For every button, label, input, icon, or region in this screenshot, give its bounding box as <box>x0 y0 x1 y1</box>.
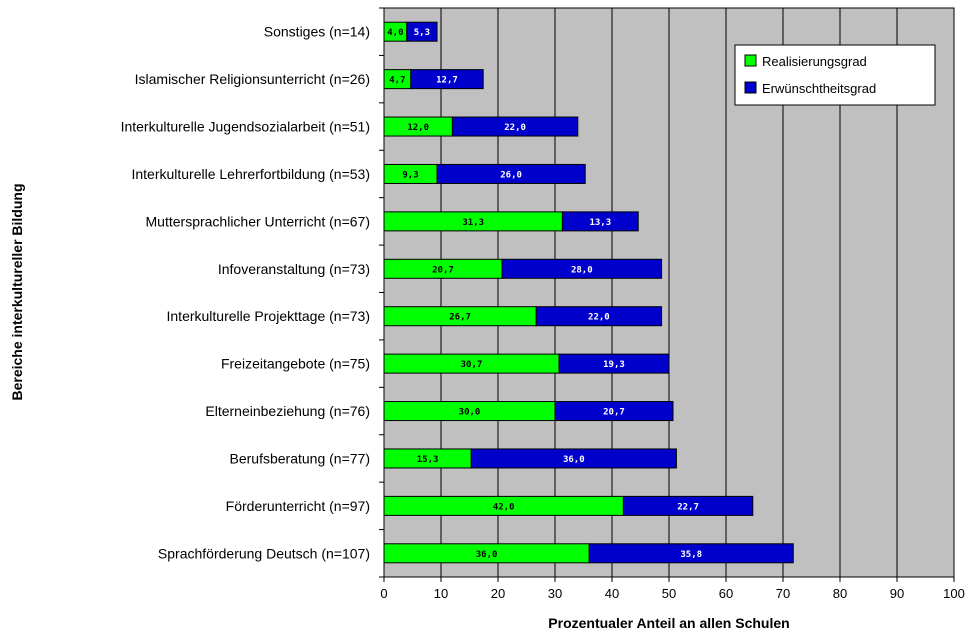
bar-erwuenschtheitsgrad <box>561 211 639 232</box>
x-tick-label: 100 <box>943 586 965 601</box>
data-label: 20,7 <box>603 408 625 418</box>
data-label: 35,8 <box>680 550 702 560</box>
x-axis-title: Prozentualer Anteil an allen Schulen <box>548 615 789 631</box>
legend-swatch <box>744 54 757 67</box>
data-label: 31,3 <box>462 218 484 228</box>
data-label: 36,0 <box>563 455 585 465</box>
bar-erwuenschtheitsgrad <box>410 69 484 90</box>
legend-entry: Erwünschtheitsgrad <box>762 81 876 96</box>
data-label: 22,0 <box>588 313 610 323</box>
category-label: Freizeitangebote (n=75) <box>221 356 370 372</box>
data-label: 12,7 <box>436 76 458 86</box>
data-label: 4,7 <box>389 76 405 86</box>
data-label: 36,0 <box>476 550 498 560</box>
category-label: Berufsberatung (n=77) <box>230 450 370 466</box>
data-label: 42,0 <box>493 502 515 512</box>
bar-erwuenschtheitsgrad <box>406 21 438 42</box>
x-tick-label: 70 <box>776 586 790 601</box>
category-label: Interkulturelle Jugendsozialarbeit (n=51… <box>121 119 370 135</box>
data-label: 26,0 <box>500 170 522 180</box>
category-label: Infoveranstaltung (n=73) <box>218 261 370 277</box>
bar-erwuenschtheitsgrad <box>436 163 586 184</box>
bar-erwuenschtheitsgrad <box>554 401 674 422</box>
x-tick-label: 60 <box>719 586 733 601</box>
data-label: 30,7 <box>461 360 483 370</box>
bar-erwuenschtheitsgrad <box>622 495 754 516</box>
category-label: Islamischer Religionsunterricht (n=26) <box>135 71 370 87</box>
category-labels: Sonstiges (n=14) Islamischer Religionsunt… <box>121 7 384 578</box>
category-label: Interkulturelle Projekttage (n=73) <box>167 308 371 324</box>
x-ticks: 0 10 20 30 40 50 60 70 80 90 100 <box>380 577 965 601</box>
data-label: 4,0 <box>387 28 403 38</box>
data-label: 22,0 <box>504 123 526 133</box>
bar-erwuenschtheitsgrad <box>588 543 794 564</box>
legend-entry: Realisierungsgrad <box>762 54 867 69</box>
legend-swatch <box>744 81 757 94</box>
x-tick-label: 10 <box>434 586 448 601</box>
data-label: 20,7 <box>432 265 454 275</box>
data-label: 22,7 <box>677 502 699 512</box>
bar-erwuenschtheitsgrad <box>470 448 677 469</box>
bar-erwuenschtheitsgrad <box>535 306 663 327</box>
x-tick-label: 50 <box>662 586 676 601</box>
category-label: Sprachförderung Deutsch (n=107) <box>158 545 370 561</box>
data-label: 13,3 <box>589 218 611 228</box>
category-label: Interkulturelle Lehrerfortbildung (n=53) <box>131 166 370 182</box>
data-label: 12,0 <box>407 123 429 133</box>
category-label: Elterneinbeziehung (n=76) <box>205 403 370 419</box>
legend: Realisierungsgrad Erwünschtheitsgrad <box>734 44 936 106</box>
x-tick-label: 30 <box>548 586 562 601</box>
x-tick-label: 0 <box>380 586 387 601</box>
bar-erwuenschtheitsgrad <box>501 258 663 279</box>
data-label: 26,7 <box>449 313 471 323</box>
x-tick-label: 80 <box>833 586 847 601</box>
category-label: Sonstiges (n=14) <box>264 24 370 40</box>
data-label: 9,3 <box>402 170 418 180</box>
y-axis-title: Bereiche interkultureller Bildung <box>9 183 25 400</box>
bar-erwuenschtheitsgrad <box>451 116 579 137</box>
category-label: Förderunterricht (n=97) <box>226 498 370 514</box>
x-tick-label: 20 <box>491 586 505 601</box>
data-label: 5,3 <box>414 28 430 38</box>
data-label: 28,0 <box>571 265 593 275</box>
data-label: 19,3 <box>603 360 625 370</box>
x-tick-label: 90 <box>890 586 904 601</box>
bar-erwuenschtheitsgrad <box>558 353 670 374</box>
bars: 4,0 5,3 4,7 12,7 12,0 22,0 9,3 26,0 31,3 13,3 20,7… <box>383 21 794 564</box>
data-label: 15,3 <box>417 455 439 465</box>
x-tick-label: 40 <box>605 586 619 601</box>
data-label: 30,0 <box>459 408 481 418</box>
legend-box <box>734 44 936 106</box>
category-label: Muttersprachlicher Unterricht (n=67) <box>146 213 370 229</box>
